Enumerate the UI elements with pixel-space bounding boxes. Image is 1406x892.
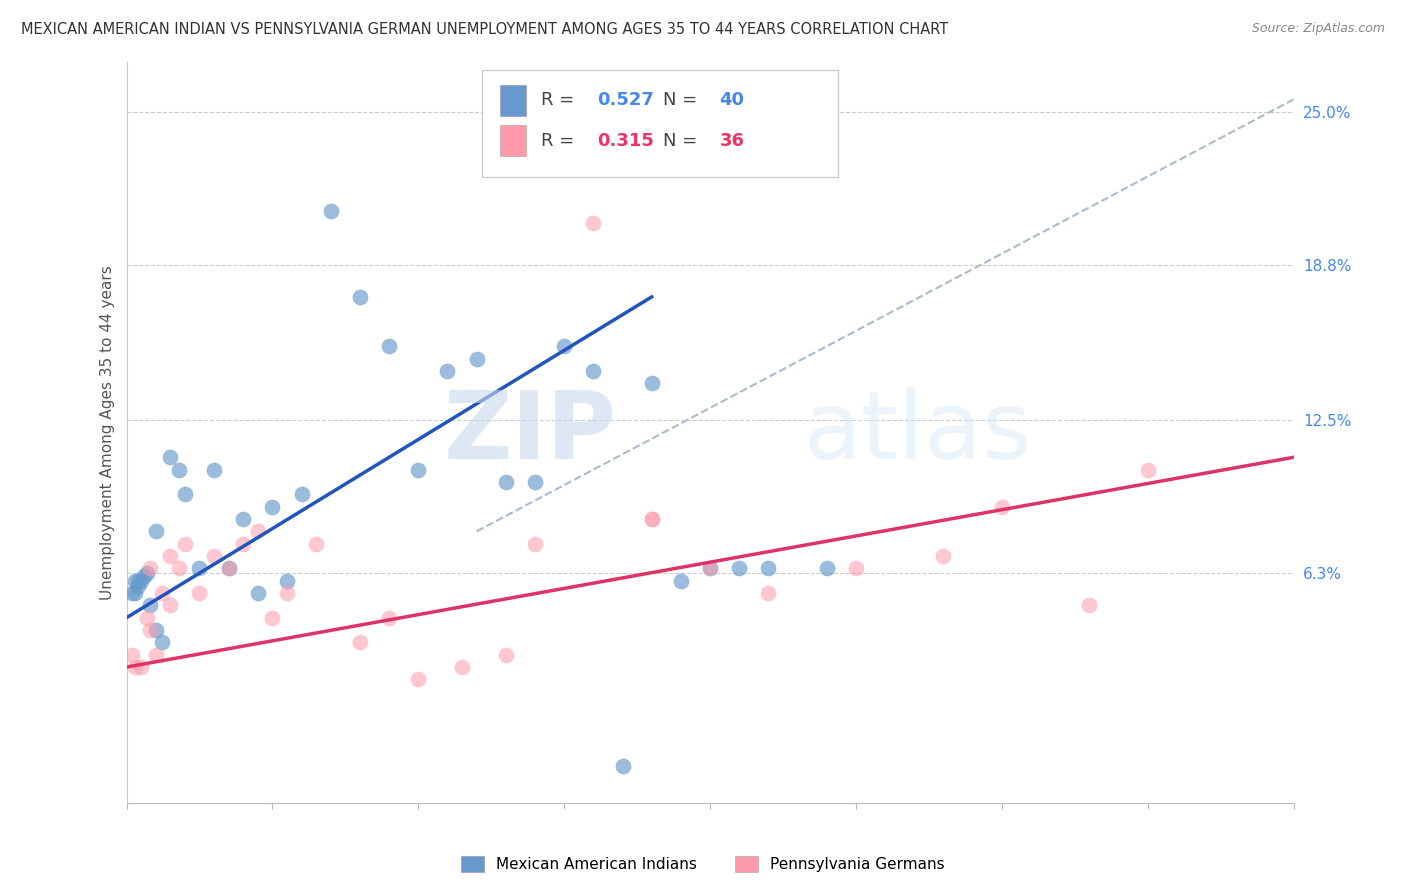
- Text: ZIP: ZIP: [444, 386, 617, 479]
- Y-axis label: Unemployment Among Ages 35 to 44 years: Unemployment Among Ages 35 to 44 years: [100, 265, 115, 600]
- Point: [408, 462, 430, 476]
- FancyBboxPatch shape: [501, 86, 526, 117]
- Point: [349, 290, 371, 304]
- Point: [174, 537, 197, 551]
- Point: [1078, 599, 1101, 613]
- FancyBboxPatch shape: [482, 70, 838, 178]
- Point: [136, 611, 159, 625]
- Point: [990, 500, 1012, 514]
- Point: [641, 376, 664, 391]
- Point: [145, 623, 167, 637]
- Point: [218, 561, 240, 575]
- Point: [728, 561, 751, 575]
- Point: [202, 462, 225, 476]
- Point: [495, 475, 517, 489]
- Point: [845, 561, 868, 575]
- Point: [145, 648, 167, 662]
- Point: [262, 500, 284, 514]
- Point: [276, 586, 298, 600]
- Point: [262, 611, 284, 625]
- Point: [129, 574, 152, 588]
- Legend: Mexican American Indians, Pennsylvania Germans: Mexican American Indians, Pennsylvania G…: [453, 848, 953, 880]
- Point: [124, 586, 146, 600]
- Text: atlas: atlas: [803, 386, 1032, 479]
- Point: [202, 549, 225, 563]
- Point: [167, 462, 190, 476]
- Point: [159, 599, 181, 613]
- Point: [319, 203, 342, 218]
- Point: [349, 635, 371, 649]
- Point: [121, 648, 143, 662]
- Point: [641, 512, 664, 526]
- Point: [305, 537, 328, 551]
- Point: [139, 623, 162, 637]
- FancyBboxPatch shape: [501, 126, 526, 156]
- Point: [641, 512, 664, 526]
- Point: [139, 599, 162, 613]
- Point: [188, 586, 211, 600]
- Point: [159, 450, 181, 465]
- Point: [145, 524, 167, 539]
- Point: [495, 648, 517, 662]
- Point: [756, 561, 779, 575]
- Point: [188, 561, 211, 575]
- Point: [378, 339, 401, 353]
- Point: [612, 758, 634, 772]
- Point: [232, 512, 254, 526]
- Point: [582, 216, 605, 230]
- Point: [582, 364, 605, 378]
- Point: [132, 568, 155, 582]
- Point: [815, 561, 838, 575]
- Point: [159, 549, 181, 563]
- Point: [699, 561, 721, 575]
- Point: [378, 611, 401, 625]
- Text: 0.315: 0.315: [596, 132, 654, 150]
- Point: [150, 586, 173, 600]
- Point: [699, 561, 721, 575]
- Text: MEXICAN AMERICAN INDIAN VS PENNSYLVANIA GERMAN UNEMPLOYMENT AMONG AGES 35 TO 44 : MEXICAN AMERICAN INDIAN VS PENNSYLVANIA …: [21, 22, 948, 37]
- Point: [553, 339, 575, 353]
- Point: [124, 574, 146, 588]
- Point: [127, 579, 149, 593]
- Point: [756, 586, 779, 600]
- Point: [127, 574, 149, 588]
- Point: [136, 566, 159, 581]
- Point: [932, 549, 955, 563]
- Text: R =: R =: [541, 132, 579, 150]
- Point: [246, 586, 269, 600]
- Point: [124, 660, 146, 674]
- Point: [276, 574, 298, 588]
- Text: 0.527: 0.527: [596, 91, 654, 109]
- Point: [129, 660, 152, 674]
- Text: 40: 40: [720, 91, 744, 109]
- Point: [408, 673, 430, 687]
- Point: [246, 524, 269, 539]
- Point: [174, 487, 197, 501]
- Point: [465, 351, 488, 366]
- Point: [232, 537, 254, 551]
- Point: [290, 487, 312, 501]
- Text: N =: N =: [664, 132, 703, 150]
- Point: [669, 574, 692, 588]
- Point: [150, 635, 173, 649]
- Text: R =: R =: [541, 91, 579, 109]
- Point: [167, 561, 190, 575]
- Point: [218, 561, 240, 575]
- Point: [524, 475, 547, 489]
- Point: [139, 561, 162, 575]
- Point: [1136, 462, 1159, 476]
- Point: [121, 586, 143, 600]
- Point: [451, 660, 474, 674]
- Text: Source: ZipAtlas.com: Source: ZipAtlas.com: [1251, 22, 1385, 36]
- Point: [436, 364, 458, 378]
- Text: 36: 36: [720, 132, 744, 150]
- Point: [524, 537, 547, 551]
- Text: N =: N =: [664, 91, 703, 109]
